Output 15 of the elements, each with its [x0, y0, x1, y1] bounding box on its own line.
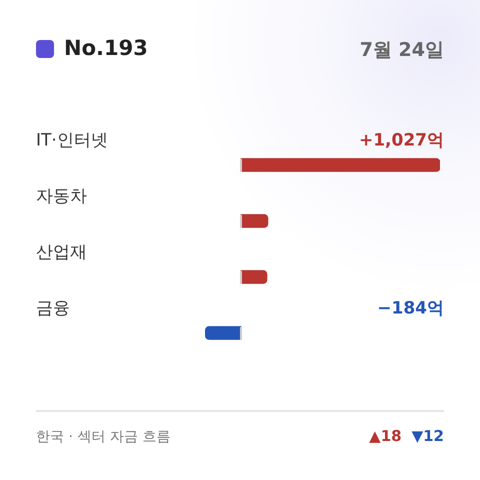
y-tick-label: IT·인터넷	[36, 130, 108, 150]
bar	[240, 158, 440, 172]
bar	[240, 270, 268, 284]
data-label: −184억	[377, 298, 444, 318]
y-tick-label: 산업재	[36, 242, 87, 262]
bar	[240, 214, 268, 228]
bar	[205, 326, 242, 340]
text: 한국 · 섹터 자금 흐름	[36, 428, 170, 446]
chart-subtitle: 7월 24일	[360, 38, 444, 63]
y-tick-label: 자동차	[36, 186, 87, 206]
chart-title: No.193	[64, 36, 148, 60]
data-label: +1,027억	[358, 130, 444, 150]
y-tick-label: 금융	[36, 298, 70, 318]
text: ▼12	[412, 427, 444, 445]
text: ▲18	[369, 427, 402, 445]
